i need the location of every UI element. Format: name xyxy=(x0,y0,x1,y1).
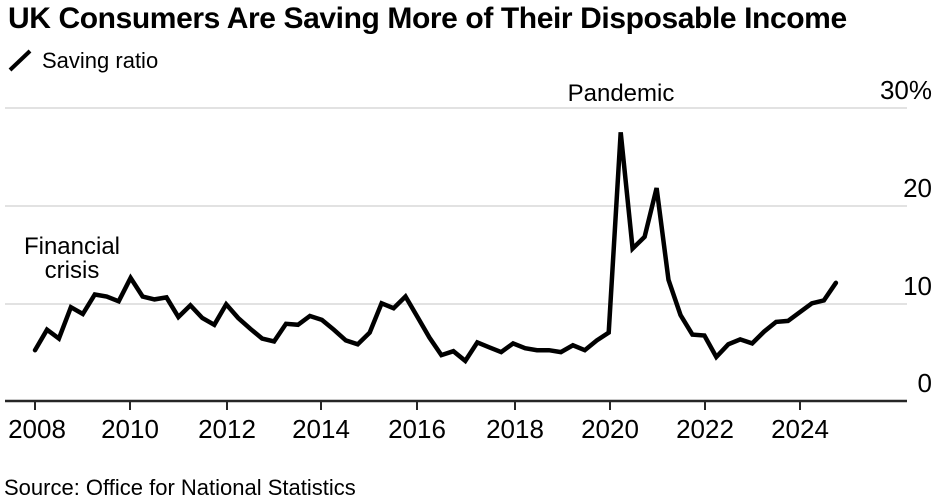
y-tick-label-10: 10 xyxy=(903,271,932,301)
line-style-slash-icon xyxy=(8,49,32,72)
annotation-financial-crisis-line1: Financial xyxy=(24,233,120,260)
legend-series-label: Saving ratio xyxy=(42,48,159,73)
y-tick-label-30pct: 30% xyxy=(880,75,932,105)
x-tick-label-2016: 2016 xyxy=(388,414,446,444)
x-tick-label-2012: 2012 xyxy=(198,414,256,444)
chart-title: UK Consumers Are Saving More of Their Di… xyxy=(8,2,847,35)
x-tick-label-2020: 2020 xyxy=(581,414,639,444)
x-tick-label-2008: 2008 xyxy=(8,414,66,444)
x-tick-label-2022: 2022 xyxy=(676,414,734,444)
y-tick-label-20: 20 xyxy=(903,173,932,203)
saving-ratio-line xyxy=(32,132,839,365)
chart-legend: Saving ratio xyxy=(8,48,158,74)
x-tick-label-2014: 2014 xyxy=(292,414,350,444)
y-tick-label-0: 0 xyxy=(918,368,932,398)
x-tick-label-2010: 2010 xyxy=(101,414,159,444)
annotation-pandemic: Pandemic xyxy=(568,80,675,107)
annotation-financial-crisis-line2: crisis xyxy=(45,257,100,284)
x-tick-label-2024: 2024 xyxy=(771,414,829,444)
source-attribution: Source: Office for National Statistics xyxy=(4,475,356,500)
x-tick-label-2018: 2018 xyxy=(486,414,544,444)
